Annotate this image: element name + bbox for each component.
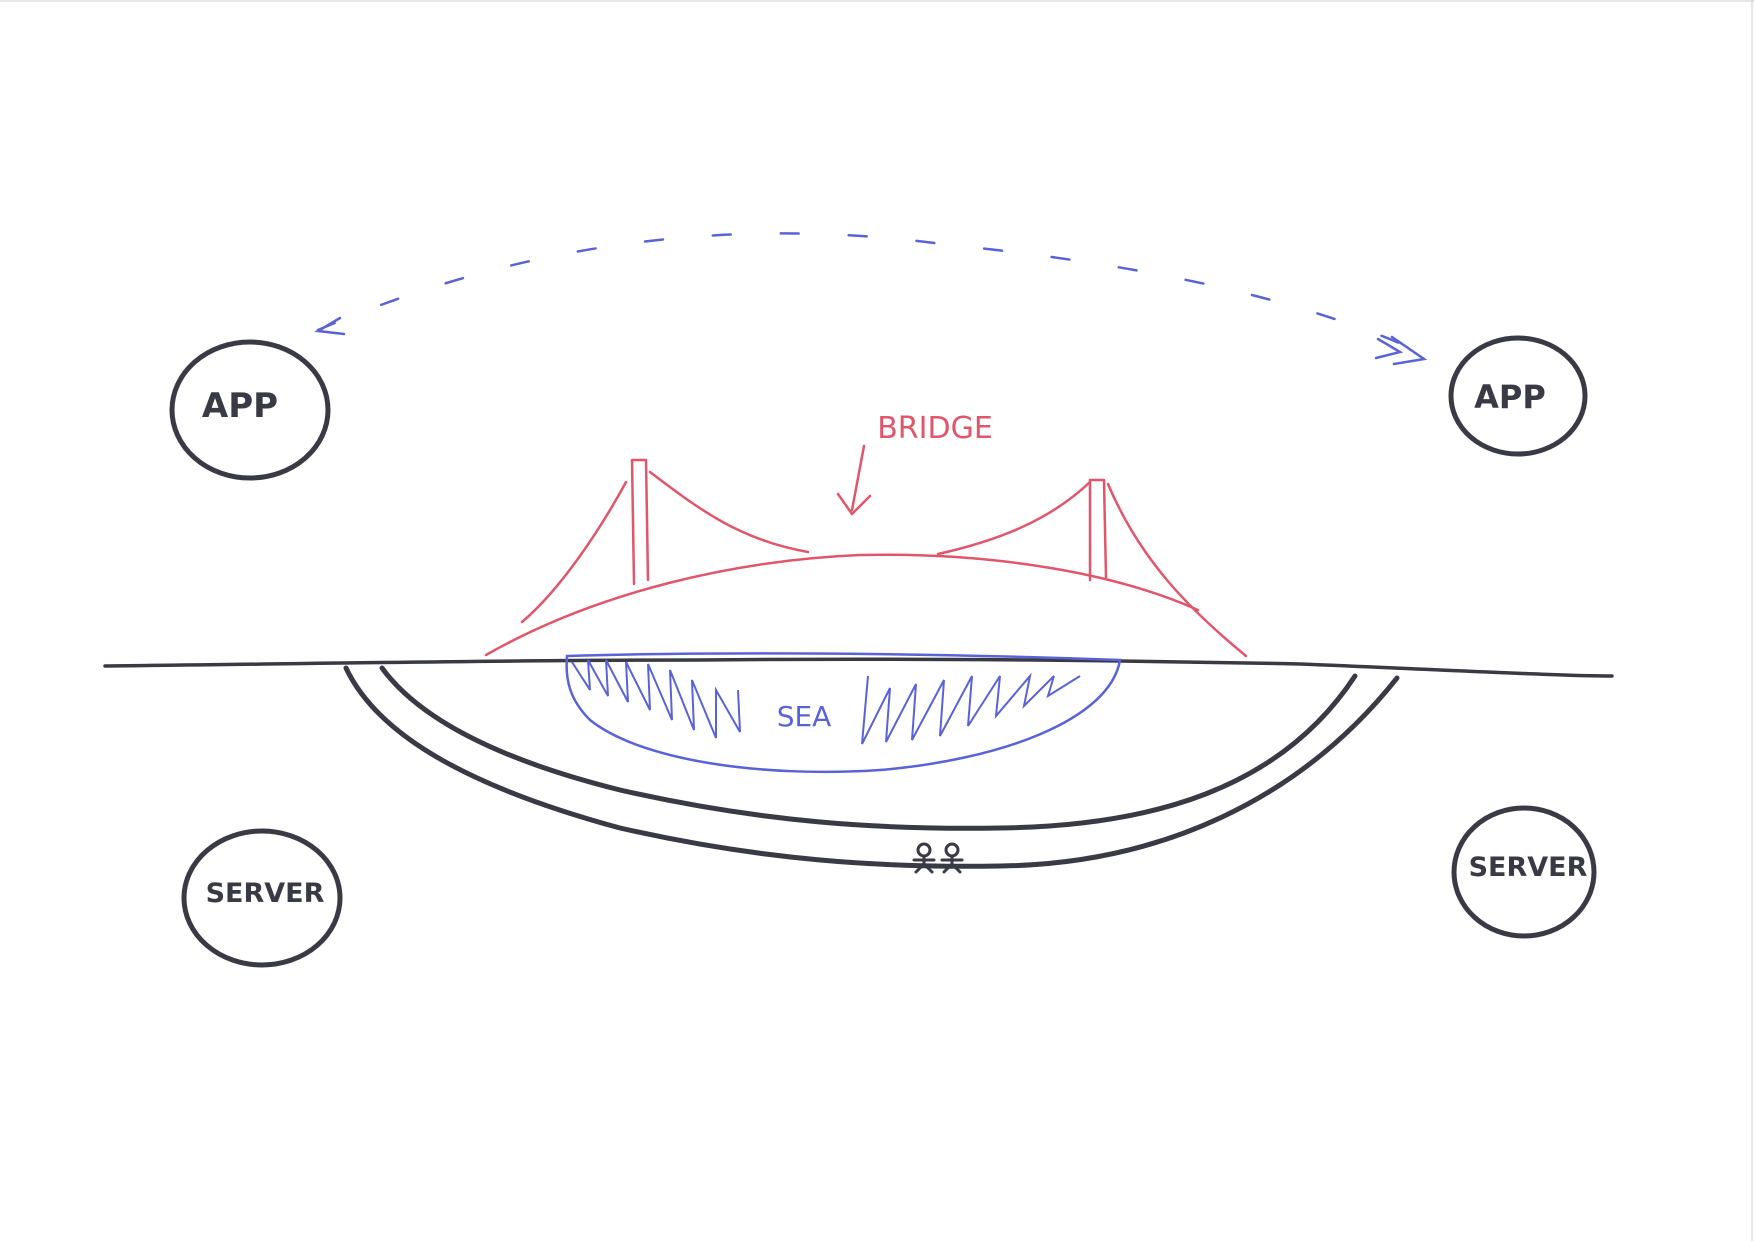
server-node-left: SERVER: [181, 828, 343, 968]
bridge-label: BRIDGE: [877, 411, 993, 446]
app-right-label: APP: [1474, 378, 1546, 416]
tunnel-inner-wall: [379, 665, 1358, 831]
bridge-pointer-arrow: [836, 444, 872, 516]
people-icon: [912, 842, 964, 874]
sea-label: SEA: [777, 700, 832, 733]
sea: SEA: [565, 652, 1122, 774]
server-left-label: SERVER: [206, 878, 325, 909]
server-right-label: SERVER: [1469, 852, 1588, 883]
bridge-cable-right-inner: [936, 480, 1092, 556]
bridge-cable-left-outer: [520, 480, 628, 624]
app-node-left: APP: [169, 339, 331, 481]
server-node-right: SERVER: [1451, 805, 1597, 939]
ground-line: [103, 657, 1614, 678]
tunnel-outer-wall: [343, 665, 1400, 869]
app-connection-arc: [314, 232, 1428, 366]
bridge-deck: [484, 553, 1200, 657]
bridge-cable-left-inner: [648, 470, 810, 554]
tunnel: [343, 665, 1400, 869]
bridge-tower-right: [1088, 478, 1108, 582]
sea-outline: [565, 652, 1122, 774]
app-left-label: APP: [202, 386, 278, 426]
sea-hatching: [571, 659, 1081, 745]
app-node-right: APP: [1448, 335, 1588, 457]
bridge: BRIDGE: [484, 411, 1248, 658]
arrowhead-left-icon: [314, 316, 346, 336]
bridge-tower-left: [630, 458, 650, 586]
bridge-cable-right-outer: [1106, 482, 1248, 658]
arrowhead-right-icon: [1374, 337, 1404, 360]
